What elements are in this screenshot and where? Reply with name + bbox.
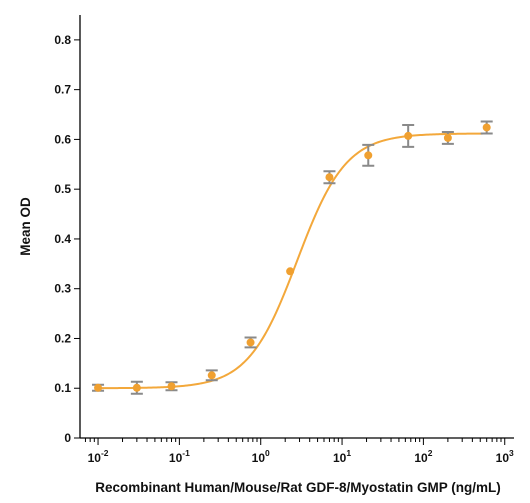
data-point xyxy=(132,383,141,392)
fit-curve xyxy=(98,132,487,390)
data-point xyxy=(325,173,334,182)
error-bars xyxy=(92,120,493,395)
x-tick-label: 101 xyxy=(333,448,351,465)
y-axis-title: Mean OD xyxy=(18,197,33,256)
y-tick-label: 0 xyxy=(64,431,71,445)
data-point xyxy=(364,151,373,160)
y-tick-label: 0.4 xyxy=(54,232,71,246)
data-point xyxy=(94,383,103,392)
data-point xyxy=(207,371,216,380)
data-points xyxy=(94,123,491,392)
y-tick-label: 0.8 xyxy=(54,33,71,47)
data-point xyxy=(286,267,295,276)
x-tick-label: 100 xyxy=(252,448,270,465)
data-point xyxy=(404,131,413,140)
x-tick-label: 10-1 xyxy=(169,448,190,465)
x-axis-title: Recombinant Human/Mouse/Rat GDF-8/Myosta… xyxy=(95,480,501,495)
data-point xyxy=(443,133,452,142)
x-tick-label: 10-2 xyxy=(88,448,109,465)
y-tick-label: 0.6 xyxy=(54,132,71,146)
data-point xyxy=(482,123,491,132)
y-tick-label: 0.7 xyxy=(54,83,71,97)
y-ticks: 0 0.1 0.2 0.3 0.4 0.5 0.6 0.7 0.8 xyxy=(54,33,80,445)
y-tick-label: 0.2 xyxy=(54,331,71,345)
y-tick-label: 0.3 xyxy=(54,282,71,296)
x-tick-label: 102 xyxy=(414,448,432,465)
y-tick-label: 0.5 xyxy=(54,182,71,196)
data-point xyxy=(246,338,255,347)
data-point xyxy=(167,382,176,391)
axes xyxy=(79,15,514,439)
x-tick-label: 103 xyxy=(496,448,514,465)
y-tick-label: 0.1 xyxy=(54,381,71,395)
x-ticks: 10-2 10-1 100 101 102 103 xyxy=(84,438,514,465)
